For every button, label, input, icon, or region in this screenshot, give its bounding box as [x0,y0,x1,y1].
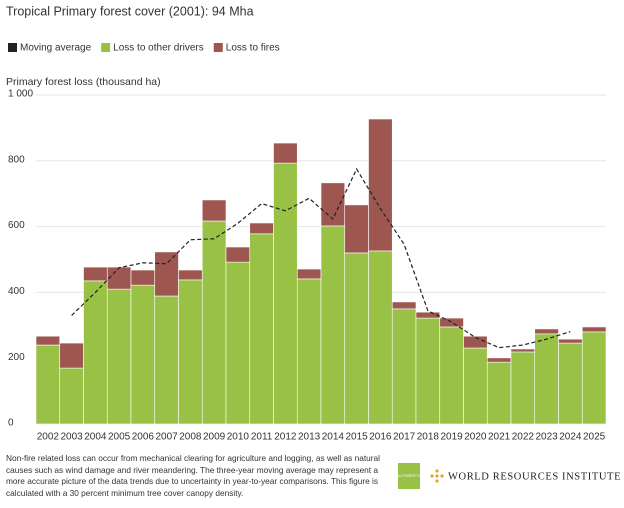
bar-segment [534,328,559,335]
footnote: Non-fire related loss can occur from mec… [6,453,381,498]
bar-segment [463,335,488,349]
y-tick-label: 800 [8,154,25,165]
x-tick-label: 2013 [298,432,321,443]
bar-segment [225,261,251,425]
x-tick-label: 2025 [583,432,606,443]
bar-segment [35,335,61,346]
x-tick-label: 2011 [251,432,273,443]
bar-segment [391,301,417,310]
legend-label: Loss to other drivers [113,43,204,54]
x-tick-label: 2007 [156,432,179,443]
x-tick-label: 2016 [369,432,392,443]
bar-segment [368,250,393,425]
bar-segment [415,317,441,425]
y-tick-label: 400 [8,286,25,297]
bar-segment [201,199,227,222]
bar-segment [344,252,369,425]
y-tick-label: 1 000 [8,89,33,100]
bar-segment [344,204,369,254]
x-tick-label: 2021 [488,432,511,443]
legend-swatch [213,43,223,52]
bar-segment [581,331,607,425]
bar-segment [59,367,84,425]
legend-swatch [8,43,17,52]
legend-label: Loss to fires [226,43,280,54]
bar-segment [439,317,464,328]
bar-segment [296,278,322,425]
bar-segment [296,268,322,280]
x-tick-label: 2024 [559,432,582,443]
x-tick-label: 2010 [227,432,250,443]
bar-segment [486,361,512,425]
bar-segment [510,348,536,353]
gfw-logo-box [398,463,420,489]
bar-segment [59,342,84,369]
bar-segment [510,351,536,425]
bar-segment [154,295,179,425]
x-tick-label: 2009 [203,432,226,443]
bar-segment [558,338,583,344]
bar-segment [130,284,156,425]
x-tick-label: 2012 [274,432,297,443]
x-tick-label: 2008 [179,432,202,443]
bar-segment [178,269,203,281]
x-tick-label: 2018 [417,432,440,443]
bar-segment [439,326,464,425]
legend-label: Moving average [20,43,92,54]
y-tick-label: 600 [8,220,25,231]
bar-segment [249,222,274,235]
x-tick-label: 2014 [322,432,345,443]
bar-segment [320,225,346,425]
bar-segment [534,333,559,425]
bar-segment [249,233,274,425]
y-axis-label: Primary forest loss (thousand ha) [6,76,161,88]
x-tick-label: 2003 [61,432,84,443]
bar-segment [154,251,179,297]
bar-segment [83,266,108,282]
bar-segment [581,326,607,333]
x-tick-label: 2005 [108,432,131,443]
bar-segment [130,269,156,286]
gfw-logo-text: GLOBAL FOREST WATCH [387,474,431,478]
bar-segment [368,118,393,252]
bar-segment [106,288,132,425]
legend-swatch [101,43,111,52]
chart-title: Tropical Primary forest cover (2001): 94… [6,4,254,18]
x-tick-label: 2019 [441,432,464,443]
bar-segment [106,266,132,290]
bar-segment [35,344,61,425]
bar-segment [558,342,583,425]
bar-segment [320,182,346,227]
x-tick-label: 2015 [346,432,369,443]
bar-segment [83,280,108,425]
bar-segment [273,162,298,425]
wri-logo-text: WORLD RESOURCES INSTITUTE [448,471,621,482]
x-tick-label: 2002 [37,432,60,443]
bar-segment [391,308,417,425]
bar-segment [486,357,512,363]
x-tick-label: 2017 [393,432,416,443]
x-tick-label: 2023 [536,432,559,443]
bar-segment [178,279,203,425]
x-tick-label: 2004 [84,432,107,443]
bar-segment [225,246,251,263]
x-tick-label: 2022 [512,432,535,443]
x-tick-label: 2020 [464,432,487,443]
bar-segment [463,347,488,425]
wri-icon [430,469,444,483]
bar-segment [273,142,298,164]
x-tick-label: 2006 [132,432,155,443]
y-tick-label: 200 [8,352,25,363]
bar-segment [415,311,441,319]
bar-segment [201,220,227,425]
moving-average-line [71,167,571,349]
y-tick-label: 0 [8,418,14,429]
